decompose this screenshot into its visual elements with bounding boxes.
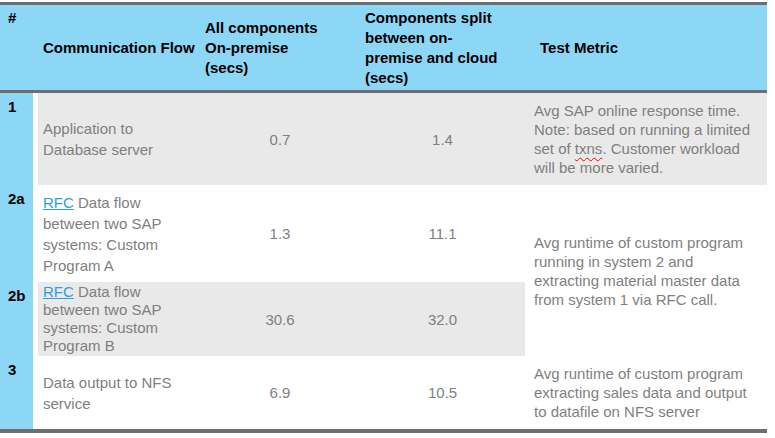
row-3-split-value: 10.5 (360, 356, 525, 429)
row-2a-split-value: 11.1 (360, 185, 525, 282)
table-row-group-2: 2a RFC Data flow between two SAP systems… (0, 185, 767, 356)
table-row-1: 1 Application to Database server 0.7 1.4… (0, 93, 767, 185)
row-1-metric-text: Avg SAP online response time. Note: base… (534, 101, 750, 177)
row-1-number: 1 (0, 93, 33, 185)
row-1-split-value: 1.4 (360, 93, 525, 185)
row-3-onpremise-value: 6.9 (200, 356, 360, 429)
header-cell-number: # (0, 5, 33, 90)
row-3-metric-text: Avg runtime of custom program extracting… (534, 364, 747, 421)
row-2b-flow-text: RFC Data flow between two SAP systems: C… (43, 283, 161, 355)
header-cell-communication-flow: Communication Flow (38, 5, 200, 90)
row-2-metric-text: Avg runtime of custom program running in… (534, 233, 743, 309)
row-3-test-metric: Avg runtime of custom program extracting… (525, 356, 767, 429)
row-2a-communication-flow: RFC Data flow between two SAP systems: C… (38, 185, 200, 282)
header-number-label: # (0, 5, 33, 26)
header-cell-split-secs: Components split between on- premise and… (360, 5, 525, 90)
row-2a-number: 2a (0, 185, 33, 282)
performance-comparison-table: # Communication Flow All components On-p… (0, 2, 767, 433)
row-2b-number: 2b (0, 282, 33, 356)
row-1-onpremise-value: 0.7 (200, 93, 360, 185)
row-1-communication-flow: Application to Database server (38, 93, 200, 185)
table-header-row: # Communication Flow All components On-p… (0, 5, 767, 90)
row-2b-onpremise-value: 30.6 (200, 282, 360, 356)
rfc-link[interactable]: RFC (43, 283, 74, 300)
header-cell-test-metric: Test Metric (525, 5, 767, 90)
row-1-flow-text: Application to Database server (43, 118, 153, 160)
row-1-test-metric: Avg SAP online response time. Note: base… (525, 93, 767, 185)
row-3-number: 3 (0, 356, 33, 429)
spellcheck-flagged-word: txns (575, 140, 603, 157)
row-2a-onpremise-value: 1.3 (200, 185, 360, 282)
row-2-merged-test-metric: Avg runtime of custom program running in… (525, 185, 767, 356)
header-cell-onpremise-secs: All components On-premise (secs) (200, 5, 360, 90)
document-page: # Communication Flow All components On-p… (0, 0, 775, 438)
table-bottom-border (0, 429, 767, 433)
row-2a-flow-text: RFC Data flow between two SAP systems: C… (43, 192, 161, 276)
row-2b-communication-flow: RFC Data flow between two SAP systems: C… (38, 282, 200, 356)
row-3-flow-text: Data output to NFS service (43, 372, 171, 414)
row-2b-split-value: 32.0 (360, 282, 525, 356)
table-row-3: 3 Data output to NFS service 6.9 10.5 Av… (0, 356, 767, 429)
rfc-link[interactable]: RFC (43, 194, 74, 211)
row-3-communication-flow: Data output to NFS service (38, 356, 200, 429)
